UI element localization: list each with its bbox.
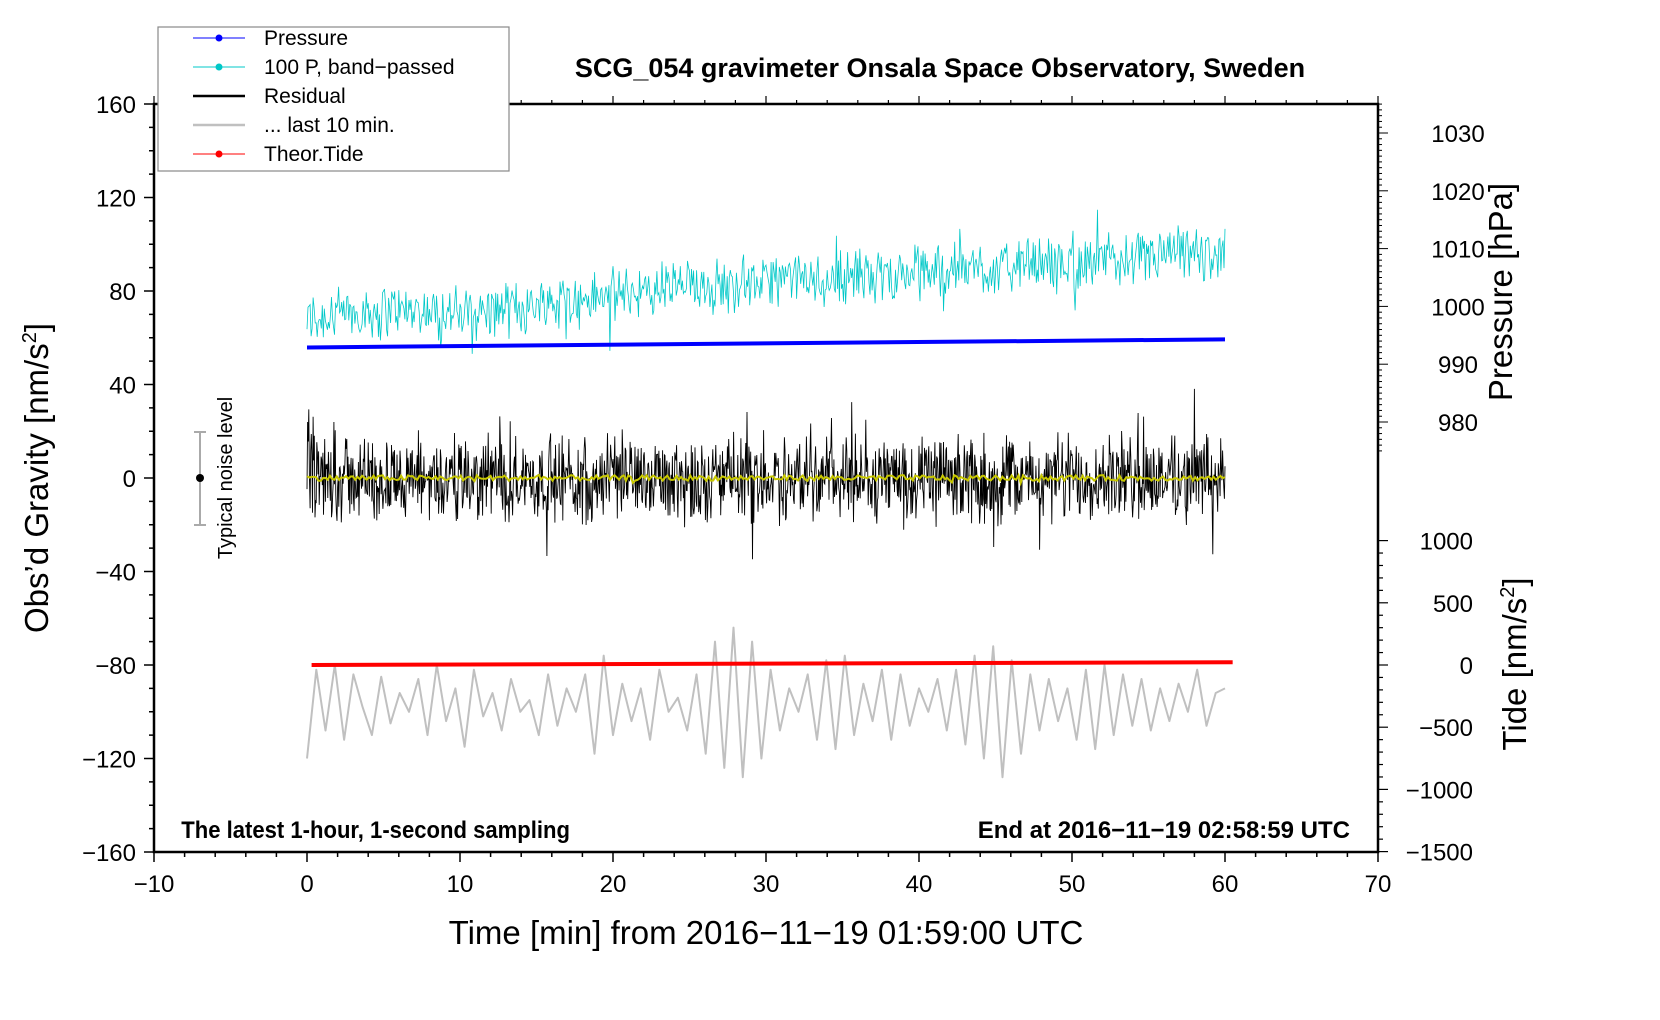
x-tick-label: 50 — [1059, 871, 1086, 898]
chart-title: SCG_054 gravimeter Onsala Space Observat… — [575, 53, 1305, 83]
legend-entry: Pressure — [193, 27, 348, 50]
tide-tick-label: −1500 — [1406, 840, 1473, 867]
tide-tick-label: −500 — [1419, 715, 1473, 742]
y-axis-label: Obs’d Gravity [nm/s2] — [18, 323, 55, 633]
x-tick-label: 40 — [906, 871, 933, 898]
pressure-tick-label: 980 — [1438, 410, 1478, 437]
noise-dot — [196, 474, 204, 482]
series-residual — [306, 388, 1226, 560]
y-tick-label: 80 — [109, 279, 136, 306]
series-theor-tide — [311, 660, 1233, 667]
pressure-tick-label: 1010 — [1431, 237, 1484, 264]
y-tick-label: −160 — [82, 840, 136, 867]
data-layer — [306, 209, 1233, 779]
legend-label: Residual — [264, 85, 346, 108]
legend-entry: ... last 10 min. — [193, 114, 395, 137]
legend: Pressure 100 P, band−passed Residual ... la… — [157, 26, 510, 172]
x-axis-label: Time [min] from 2016−11−19 01:59:00 UTC — [449, 914, 1084, 951]
y-tick-label: 40 — [109, 373, 136, 400]
tide-tick-label: 0 — [1460, 653, 1473, 680]
tide-tick-label: −1000 — [1406, 777, 1473, 804]
series-100p-bandpassed — [306, 209, 1226, 354]
tide-axis-label: Tide [nm/s2] — [1496, 577, 1533, 750]
legend-label: Theor.Tide — [264, 143, 364, 166]
legend-label: 100 P, band−passed — [264, 56, 455, 79]
legend-entry: Theor.Tide — [193, 143, 364, 166]
annotation-left: The latest 1-hour, 1-second sampling — [181, 816, 570, 843]
pressure-tick-label: 990 — [1438, 352, 1478, 379]
legend-entry: 100 P, band−passed — [193, 56, 455, 79]
x-tick-label: 0 — [300, 871, 313, 898]
pressure-tick-label: 1000 — [1431, 294, 1484, 321]
x-tick-label: 70 — [1365, 871, 1392, 898]
axes: −10 0 10 20 30 40 50 60 7016012080400−40−80−120−… — [82, 92, 1485, 898]
x-tick-label: 20 — [600, 871, 627, 898]
legend-marker — [215, 150, 223, 158]
y-tick-label: −80 — [95, 653, 136, 680]
legend-label: Pressure — [264, 27, 348, 50]
y-tick-label: −120 — [82, 747, 136, 774]
y-tick-label: −40 — [95, 560, 136, 587]
legend-entry: Residual — [193, 85, 346, 108]
noise-level-indicator: Typical noise level — [194, 397, 237, 559]
legend-marker — [215, 34, 223, 42]
tide-tick-label: 1000 — [1420, 529, 1473, 556]
legend-marker — [215, 63, 223, 71]
x-tick-label: −10 — [134, 871, 175, 898]
series-residual-smoothed — [306, 472, 1226, 487]
x-tick-label: 60 — [1212, 871, 1239, 898]
pressure-tick-label: 1030 — [1431, 121, 1484, 148]
pressure-axis-label: Pressure [hPa] — [1482, 183, 1519, 401]
pressure-tick-label: 1020 — [1431, 179, 1484, 206]
series-pressure — [306, 337, 1226, 350]
legend-label: ... last 10 min. — [264, 114, 395, 137]
tide-tick-label: 500 — [1433, 591, 1473, 618]
x-tick-label: 30 — [753, 871, 780, 898]
annotation-right: End at 2016−11−19 02:58:59 UTC — [978, 817, 1350, 844]
noise-label: Typical noise level — [215, 397, 237, 559]
x-tick-label: 10 — [447, 871, 474, 898]
y-tick-label: 120 — [96, 186, 136, 213]
y-tick-label: 160 — [96, 92, 136, 119]
y-tick-label: 0 — [123, 466, 136, 493]
series-last-10-min — [306, 626, 1226, 779]
